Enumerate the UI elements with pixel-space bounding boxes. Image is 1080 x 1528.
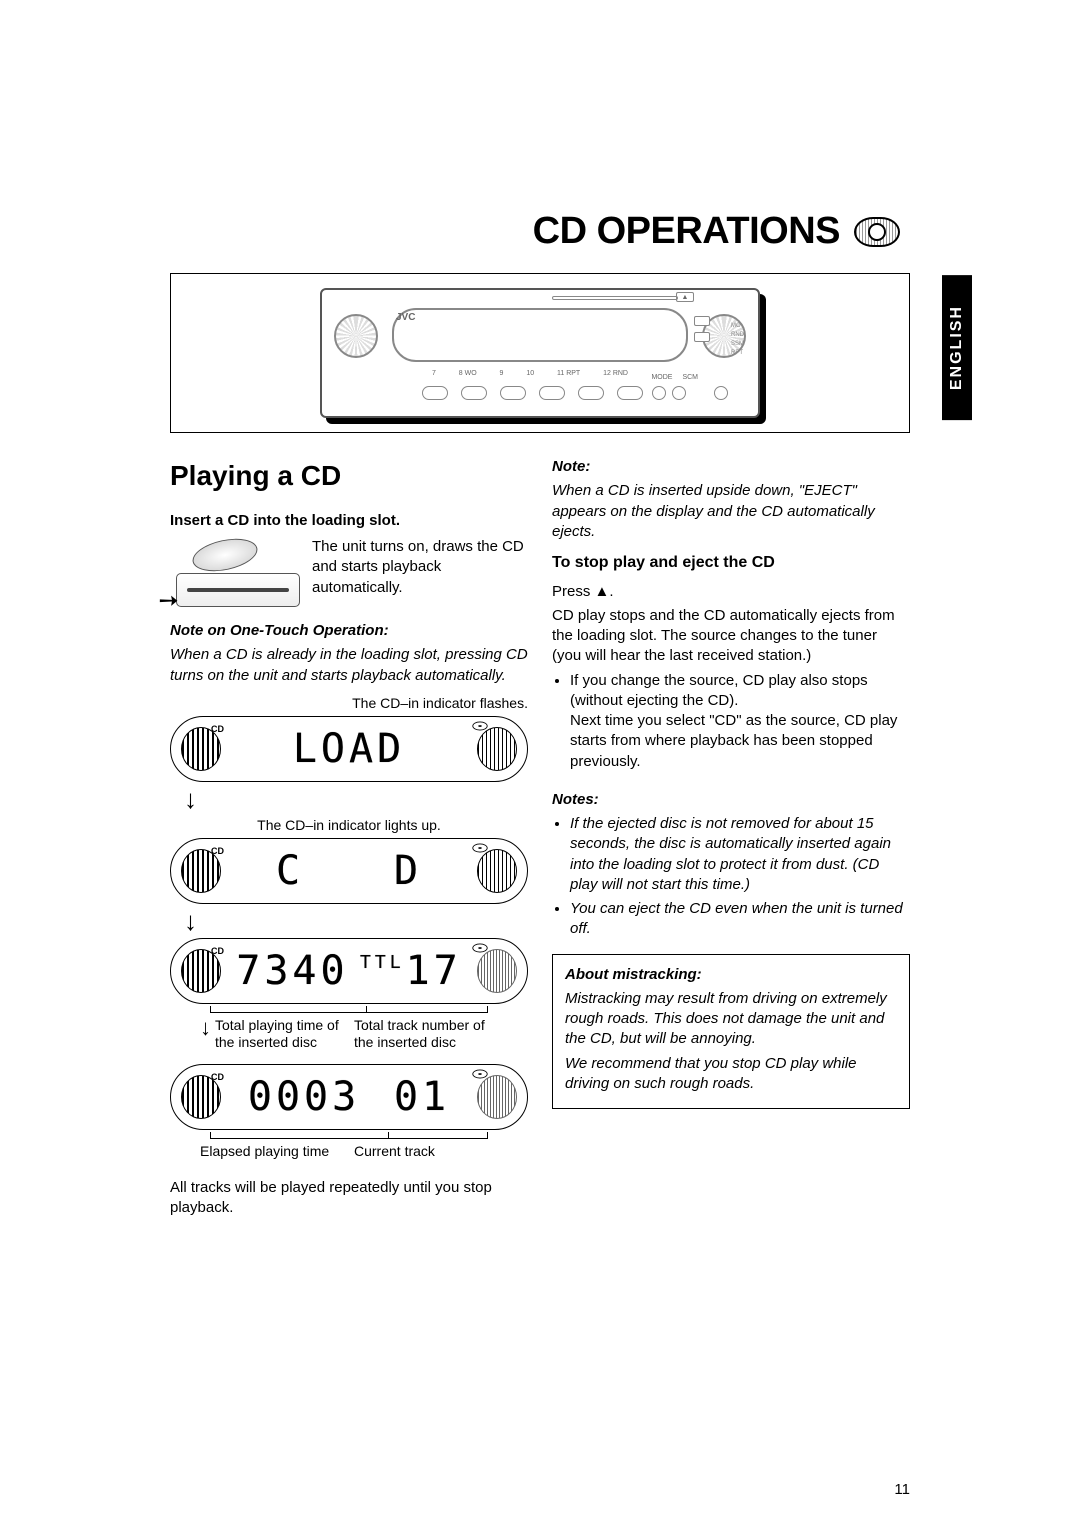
label-current-track: Current track [354, 1143, 498, 1161]
preset-btn-1 [422, 386, 448, 400]
round-btn-right [714, 386, 728, 400]
preset-btn-2 [461, 386, 487, 400]
onetouch-heading: Note on One-Touch Operation: [170, 621, 528, 641]
notes-heading: Notes: [552, 790, 910, 810]
current-track-value: 01 [394, 1070, 450, 1124]
display-state-total: CD 7340 TTL17 [170, 938, 528, 1004]
note-body: When a CD is inserted upside down, "EJEC… [552, 481, 910, 542]
display-state-cd: CD CD [170, 838, 528, 904]
stop-heading: To stop play and eject the CD [552, 552, 910, 574]
onetouch-body: When a CD is already in the loading slot… [170, 645, 528, 686]
display-state-load: CD LOAD [170, 716, 528, 782]
car-stereo-diagram: ▲ JVC MO RND SSM RPT 7 8 WO 9 10 11 RPT … [320, 288, 760, 418]
insert-body: The unit turns on, draws the CD and star… [312, 537, 528, 598]
left-after-text: All tracks will be played repeatedly unt… [170, 1178, 528, 1219]
mistracking-heading: About mistracking: [565, 965, 897, 985]
mistracking-body-1: Mistracking may result from driving on e… [565, 989, 897, 1050]
round-btn-scm [672, 386, 686, 400]
preset-btn-5 [578, 386, 604, 400]
display-state-elapsed: CD 0003 01 [170, 1064, 528, 1130]
stop-body: CD play stops and the CD automatically e… [552, 606, 910, 667]
total-time-value: 7340 [236, 944, 348, 998]
elapsed-time-value: 0003 [248, 1070, 360, 1124]
band-btn-fm [694, 316, 710, 326]
notes-bullet-1: If the ejected disc is not removed for a… [570, 814, 910, 895]
label-total-tracks: Total track number of the inserted disc [354, 1017, 498, 1052]
preset-btn-6 [617, 386, 643, 400]
device-illustration-frame: ▲ JVC MO RND SSM RPT 7 8 WO 9 10 11 RPT … [170, 273, 910, 433]
display-text: LOAD [221, 722, 477, 776]
notes-bullet-2: You can eject the CD even when the unit … [570, 899, 910, 940]
cd-insert-diagram: ➚ [170, 537, 300, 607]
right-column: Note: When a CD is inserted upside down,… [552, 457, 910, 1223]
label-elapsed: Elapsed playing time [200, 1143, 344, 1161]
caption-lightsup: The CD–in indicator lights up. [170, 816, 528, 835]
page-number: 11 [894, 1481, 910, 1498]
disc-icon [471, 842, 489, 859]
mistracking-box: About mistracking: Mistracking may resul… [552, 954, 910, 1110]
left-column: Playing a CD Insert a CD into the loadin… [170, 457, 528, 1223]
device-brand: JVC [396, 312, 415, 323]
disc-icon [471, 720, 489, 737]
preset-btn-3 [500, 386, 526, 400]
preset-btn-4 [539, 386, 565, 400]
playing-cd-heading: Playing a CD [170, 457, 528, 495]
insert-subheading: Insert a CD into the loading slot. [170, 511, 528, 531]
band-btn-am [694, 332, 710, 342]
caption-flashes: The CD–in indicator flashes. [170, 694, 528, 713]
cd-eye-icon [854, 217, 900, 247]
label-total-time: Total playing time of the inserted disc [215, 1017, 339, 1051]
mistracking-body-2: We recommend that you stop CD play while… [565, 1054, 897, 1095]
language-tab: ENGLISH [942, 275, 972, 420]
eject-icon: ▲ [595, 583, 610, 600]
stop-bullet: If you change the source, CD play also s… [570, 671, 910, 772]
round-btn-mode [652, 386, 666, 400]
press-line: Press ▲. [552, 582, 910, 602]
page-title: CD OPERATIONS [533, 210, 840, 253]
note-heading: Note: [552, 457, 910, 477]
